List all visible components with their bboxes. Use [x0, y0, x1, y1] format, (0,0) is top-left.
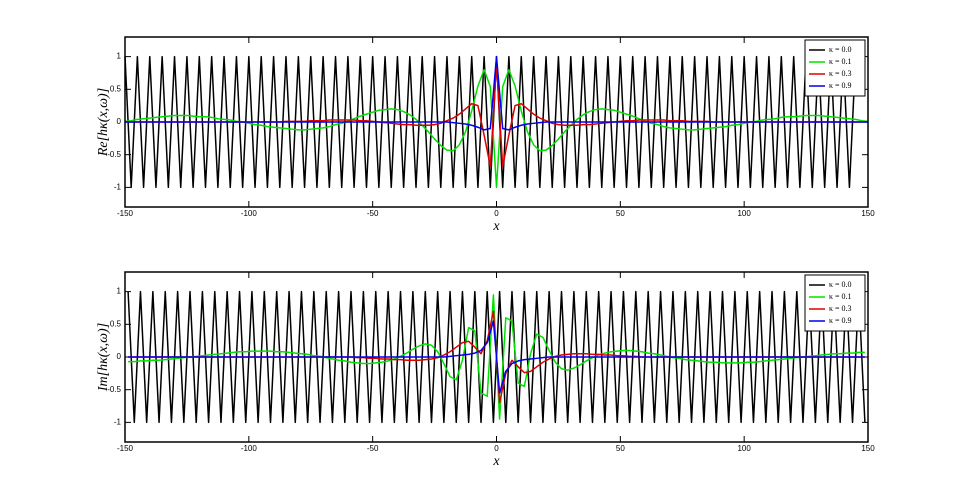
y-tick-label: -0.5	[107, 385, 121, 394]
plot-frame	[124, 271, 869, 443]
data-line	[124, 55, 857, 189]
x-tick-label: 150	[861, 209, 875, 218]
x-tick-label: -50	[367, 209, 379, 218]
legend-label: κ = 0.1	[829, 57, 852, 66]
x-tick-label: 100	[737, 209, 751, 218]
x-tick-label: -50	[367, 444, 379, 453]
legend: κ = 0.0 κ = 0.1 κ = 0.3 κ = 0.9	[804, 39, 866, 97]
data-line	[125, 55, 868, 131]
y-axis-label: Re[hκ(x,ω)]	[96, 88, 111, 157]
legend-label: κ = 0.9	[829, 81, 852, 90]
legend-label: κ = 0.3	[829, 304, 852, 313]
x-tick-label: -150	[117, 444, 134, 453]
x-axis-label: x	[492, 219, 500, 234]
x-tick-label: -100	[241, 209, 258, 218]
legend: κ = 0.0 κ = 0.1 κ = 0.3 κ = 0.9	[804, 274, 866, 332]
y-tick-label: -1	[114, 417, 122, 426]
y-tick-label: 1	[117, 287, 122, 296]
y-tick-label: 0.5	[110, 84, 122, 93]
x-tick-label: 100	[737, 444, 751, 453]
x-tick-label: 50	[616, 209, 625, 218]
legend-label: κ = 0.9	[829, 316, 852, 325]
y-tick-label: 0.5	[110, 319, 122, 328]
legend-label: κ = 0.0	[829, 280, 852, 289]
y-axis-label: Im[hκ(x,ω)]	[96, 323, 111, 392]
x-tick-label: 0	[494, 444, 499, 453]
y-tick-label: 1	[117, 52, 122, 61]
y-tick-label: -0.5	[107, 150, 121, 159]
x-axis-label: x	[492, 454, 500, 469]
x-tick-label: 50	[616, 444, 625, 453]
subplot: -150 -100 -50 0 50 100 150 -1 -0.5 0 0.5 1 x Im[hκ(x,…	[96, 271, 875, 469]
legend-label: κ = 0.3	[829, 69, 852, 78]
y-tick-label: 0	[117, 117, 122, 126]
legend-label: κ = 0.1	[829, 292, 852, 301]
x-tick-label: -150	[117, 209, 134, 218]
x-tick-label: 150	[861, 444, 875, 453]
data-line	[124, 68, 869, 189]
y-tick-label: -1	[114, 182, 122, 191]
y-tick-label: 0	[117, 352, 122, 361]
data-line	[128, 320, 865, 394]
x-tick-label: 0	[494, 209, 499, 218]
legend-label: κ = 0.0	[829, 45, 852, 54]
plot-frame	[124, 36, 869, 208]
x-tick-label: -100	[241, 444, 258, 453]
subplot: -150 -100 -50 0 50 100 150 -1 -0.5 0 0.5 1 x Re[hκ(x,…	[96, 36, 875, 234]
